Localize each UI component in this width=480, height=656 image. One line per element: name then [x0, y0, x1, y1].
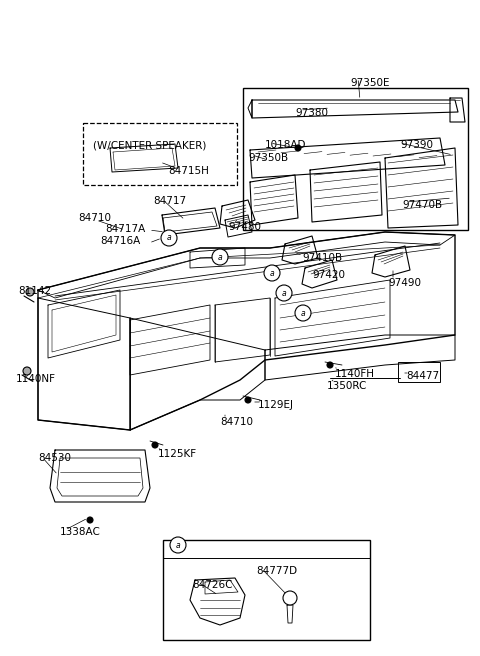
Text: 1338AC: 1338AC [60, 527, 101, 537]
Text: 97420: 97420 [312, 270, 345, 280]
Text: a: a [218, 253, 222, 262]
Circle shape [212, 249, 228, 265]
Text: 97350B: 97350B [248, 153, 288, 163]
Text: 84716A: 84716A [100, 236, 140, 246]
Text: a: a [176, 541, 180, 550]
Text: 97390: 97390 [400, 140, 433, 150]
Text: 1129EJ: 1129EJ [258, 400, 294, 410]
Circle shape [283, 591, 297, 605]
Bar [398, 362, 440, 382]
Circle shape [26, 288, 34, 296]
Circle shape [295, 305, 311, 321]
Circle shape [23, 367, 31, 375]
Bar [163, 540, 370, 640]
Circle shape [87, 517, 93, 523]
Circle shape [327, 362, 333, 368]
Text: 84710: 84710 [78, 213, 111, 223]
Circle shape [264, 265, 280, 281]
Circle shape [295, 145, 301, 151]
Text: 1140NF: 1140NF [16, 374, 56, 384]
Text: 84477: 84477 [406, 371, 439, 381]
Text: a: a [282, 289, 286, 298]
Text: 84717A: 84717A [105, 224, 145, 234]
Circle shape [276, 285, 292, 301]
Text: 84777D: 84777D [256, 566, 297, 576]
Text: a: a [270, 268, 274, 277]
Bar [243, 88, 468, 230]
Text: 84715H: 84715H [168, 166, 209, 176]
Text: 97380: 97380 [295, 108, 328, 118]
Text: 84717: 84717 [153, 196, 186, 206]
Text: a: a [167, 234, 171, 243]
Text: 84710: 84710 [220, 417, 253, 427]
Circle shape [152, 442, 158, 448]
Text: 1125KF: 1125KF [158, 449, 197, 459]
Text: (W/CENTER SPEAKER): (W/CENTER SPEAKER) [93, 140, 206, 150]
Bar [83, 123, 237, 185]
Text: 1350RC: 1350RC [327, 381, 367, 391]
Text: 1140FH: 1140FH [335, 369, 375, 379]
Text: 97480: 97480 [228, 222, 261, 232]
Text: 1018AD: 1018AD [265, 140, 307, 150]
Circle shape [161, 230, 177, 246]
Text: 97350E: 97350E [350, 78, 389, 88]
Text: 97470B: 97470B [402, 200, 442, 210]
Text: 81142: 81142 [18, 286, 51, 296]
Circle shape [245, 397, 251, 403]
Text: 84530: 84530 [38, 453, 71, 463]
Text: a: a [300, 308, 305, 318]
Text: 97490: 97490 [388, 278, 421, 288]
Text: 97410B: 97410B [302, 253, 342, 263]
Text: 84726C: 84726C [192, 580, 232, 590]
Circle shape [170, 537, 186, 553]
